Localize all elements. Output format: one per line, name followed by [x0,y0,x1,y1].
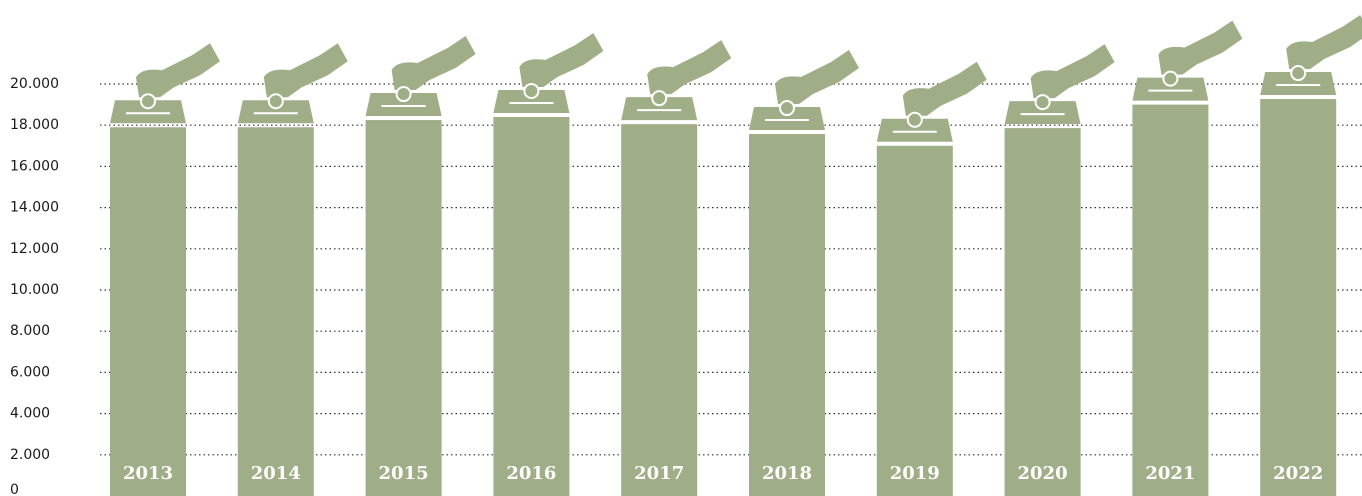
bar [493,116,570,496]
bar [1004,128,1081,496]
x-tick-label: 2021 [1145,463,1195,484]
ballot-coin [395,86,412,103]
hand [775,50,859,105]
hand [647,40,732,95]
ballot-coin [651,90,668,107]
x-tick-label: 2014 [251,463,301,484]
x-tick-label: 2017 [634,463,684,484]
y-tick-label: 6.000 [10,364,50,380]
hand [1158,20,1243,75]
y-tick-label: 14.000 [10,200,59,216]
ballot-lid [110,100,186,124]
ballot-lid [237,100,314,124]
hand [391,36,476,91]
bar [1260,99,1337,496]
x-tick-label: 2015 [379,463,429,484]
y-tick-label: 16.000 [10,158,59,174]
ballot-lid [876,118,953,142]
bar [365,120,442,496]
y-tick-label: 4.000 [10,406,50,422]
ballot-coin [1034,94,1051,111]
ballot-coin [779,100,795,117]
bar [110,127,186,496]
ballot-coin [523,82,540,99]
x-tick-label: 2019 [890,463,940,484]
ballot-coin [1290,65,1307,82]
x-tick-label: 2013 [123,463,173,484]
ballot-lid [493,89,570,113]
y-tick-label: 20.000 [10,76,59,92]
ballot-coin [1162,70,1179,87]
ballot-lid [1004,101,1081,125]
x-tick-label: 2018 [762,463,812,484]
ballot-coin [267,93,284,110]
y-tick-label: 2.000 [10,447,50,463]
y-tick-label: 10.000 [10,282,59,298]
hand [519,32,604,87]
bar [621,124,698,496]
ballot-lid [1132,77,1209,101]
ballot-lid [1260,72,1337,96]
bar [1132,104,1209,496]
bar [749,134,825,496]
bar [237,127,314,496]
ballot-coin [906,111,923,128]
hand [263,43,348,98]
x-tick-label: 2022 [1273,463,1323,484]
hand [1286,15,1362,70]
x-tick-label: 2016 [506,463,556,484]
bar [876,145,953,496]
y-tick-label: 0 [10,482,19,496]
ballot-lid [365,93,442,117]
hand [902,61,987,116]
ballot-lid [621,97,698,121]
y-tick-label: 18.000 [10,117,59,133]
y-tick-label: 8.000 [10,323,50,339]
hand [1030,44,1115,99]
y-tick-label: 12.000 [10,241,59,257]
x-tick-label: 2020 [1018,463,1068,484]
hand [136,43,220,98]
ballot-lid [749,107,825,131]
ballot-coin [140,93,156,110]
